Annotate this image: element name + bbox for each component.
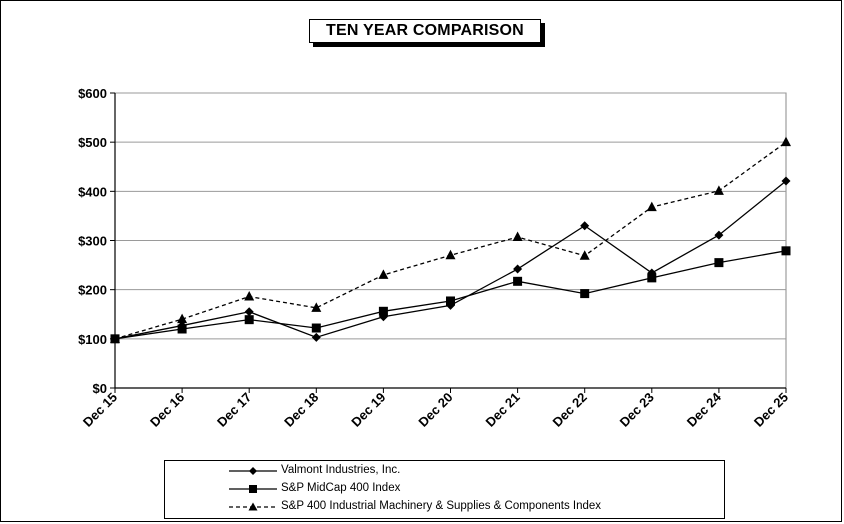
data-point-square (580, 289, 590, 299)
data-point-triangle (244, 291, 255, 301)
y-tick-label: $100 (78, 332, 107, 347)
data-point-diamond (714, 230, 724, 240)
data-point-triangle (512, 231, 523, 242)
y-tick-label: $600 (78, 86, 107, 101)
line-chart: $0$100$200$300$400$500$600 Dec 15 Dec 16 D… (78, 86, 791, 430)
data-point-square (446, 296, 455, 306)
legend-swatch-square (229, 485, 277, 493)
data-point-diamond (781, 176, 791, 186)
data-point-square (244, 315, 254, 325)
data-point-triangle (713, 185, 724, 195)
x-tick-label: Dec 20 (415, 390, 455, 430)
data-point-triangle (378, 269, 389, 279)
data-point-square (513, 276, 523, 286)
x-tick-label: Dec 16 (147, 390, 187, 430)
data-point-diamond (311, 332, 321, 342)
gridlines (115, 92, 786, 340)
data-point-triangle (311, 302, 322, 312)
legend-item-valmont: Valmont Industries, Inc. (165, 463, 724, 480)
legend-item-midcap: S&P MidCap 400 Index (165, 481, 724, 498)
y-tick-label: $400 (78, 184, 107, 199)
legend-label: S&P MidCap 400 Index (281, 482, 401, 494)
legend-item-industrial: S&P 400 Industrial Machinery & Supplies … (165, 499, 724, 516)
x-tick-label: Dec 17 (214, 390, 254, 430)
x-tick-label: Dec 22 (550, 390, 590, 430)
y-tick-label: $300 (78, 234, 107, 249)
data-point-square (781, 246, 791, 256)
y-tick-label: $0 (93, 381, 107, 396)
data-point-triangle (781, 136, 791, 147)
data-point-diamond (513, 264, 523, 274)
legend: Valmont Industries, Inc. S&P MidCap 400 … (164, 460, 725, 519)
x-tick-label: Dec 19 (348, 390, 388, 430)
legend-swatch-triangle (229, 502, 277, 511)
data-point-square (378, 306, 388, 316)
y-tick-label: $500 (78, 135, 107, 150)
data-point-triangle (177, 313, 188, 324)
legend-label: S&P 400 Industrial Machinery & Supplies … (281, 500, 602, 512)
x-tick-label: Dec 21 (482, 390, 522, 430)
chart-title-box: TEN YEAR COMPARISON (309, 19, 545, 47)
data-point-triangle (110, 333, 120, 343)
data-point-diamond (580, 221, 590, 231)
x-axis-ticks: Dec 15 Dec 16 Dec 17 Dec 18 Dec 19 Dec 20 Dec … (80, 388, 791, 430)
series-markers (110, 136, 791, 344)
data-point-square (647, 273, 657, 283)
data-point-diamond (244, 307, 254, 317)
legend-swatch-diamond (229, 467, 277, 475)
x-tick-label: Dec 24 (684, 389, 725, 430)
data-point-square (714, 258, 724, 268)
data-point-triangle (646, 201, 657, 212)
data-point-square (177, 324, 187, 334)
y-tick-label: $200 (78, 283, 107, 298)
data-point-square (311, 323, 321, 333)
x-tick-label: Dec 25 (751, 390, 791, 430)
y-axis-ticks: $0 $100 $200 $300 $400 $500 $600 (78, 86, 115, 396)
chart-title: TEN YEAR COMPARISON (309, 19, 541, 43)
data-point-triangle (579, 250, 590, 260)
legend-label: Valmont Industries, Inc. (281, 464, 401, 476)
x-tick-label: Dec 18 (281, 390, 321, 430)
x-tick-label: Dec 23 (617, 390, 657, 430)
data-point-triangle (445, 249, 456, 260)
